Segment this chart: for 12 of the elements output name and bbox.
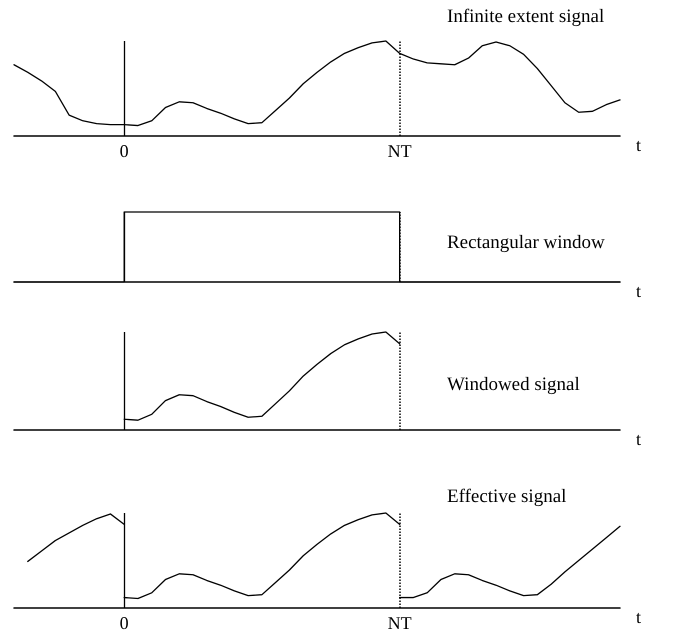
chart-title: Infinite extent signal [447,6,604,27]
x-tick-label: NT [388,141,412,161]
x-tick-label: 0 [120,613,129,633]
text: Rectangular window [447,232,606,253]
x-axis-title: t [636,281,642,301]
x-axis-title: t [636,607,642,627]
x-tick-label: NT [388,613,412,633]
text: Windowed signal [447,374,580,395]
x-axis-title: t [636,135,642,155]
chart-title: Effective signal [447,486,566,507]
x-axis-title: t [636,429,642,449]
x-tick-label: 0 [120,141,129,161]
